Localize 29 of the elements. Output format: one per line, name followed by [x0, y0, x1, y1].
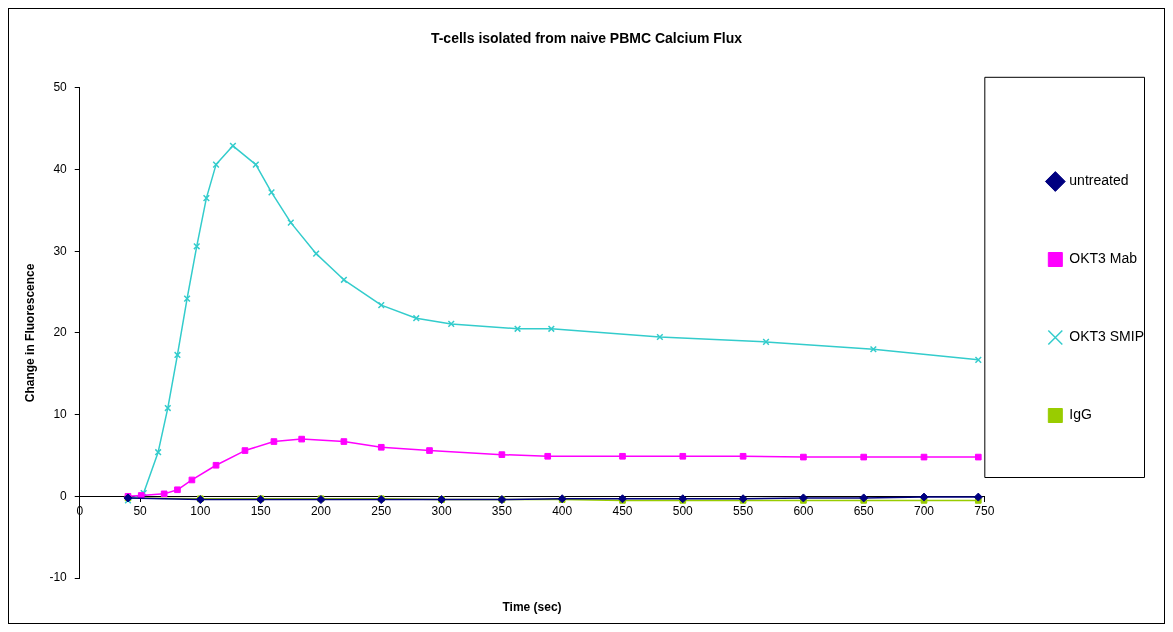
x-tick-label: 650 — [853, 503, 875, 518]
x-tick-label: 450 — [612, 503, 633, 518]
legend-label: untreated — [1069, 172, 1129, 189]
y-tick-label: 0 — [60, 488, 68, 503]
x-tick-label: 250 — [371, 503, 392, 518]
y-tick-label: -10 — [49, 570, 68, 585]
x-tick-label: 50 — [133, 503, 148, 518]
x-tick-label: 100 — [190, 503, 211, 518]
legend-label: OKT3 SMIP — [1069, 328, 1144, 345]
x-tick-label: 500 — [672, 503, 694, 518]
x-tick-label: 550 — [733, 503, 754, 518]
x-tick-label: 400 — [552, 503, 573, 518]
x-tick-label: 200 — [310, 503, 332, 518]
y-tick-label: 30 — [53, 243, 68, 258]
chart-title: T-cells isolated from naive PBMC Calcium Flux — [430, 30, 743, 47]
x-tick-label: 300 — [431, 503, 452, 518]
x-tick-label: 600 — [793, 503, 814, 518]
y-axis-title: Change in Fluorescence — [22, 263, 37, 403]
y-tick-label: 20 — [53, 325, 68, 340]
y-tick-label: 40 — [53, 161, 68, 176]
y-tick-label: 50 — [53, 80, 68, 95]
legend-label: IgG — [1069, 406, 1092, 423]
y-tick-label: 10 — [53, 406, 68, 421]
x-tick-label: 700 — [914, 503, 935, 518]
x-tick-label: 750 — [974, 503, 995, 518]
x-tick-label: 150 — [250, 503, 271, 518]
x-axis-title: Time (sec) — [502, 600, 562, 615]
legend-label: OKT3 Mab — [1069, 250, 1138, 267]
x-tick-label: 350 — [491, 503, 513, 518]
